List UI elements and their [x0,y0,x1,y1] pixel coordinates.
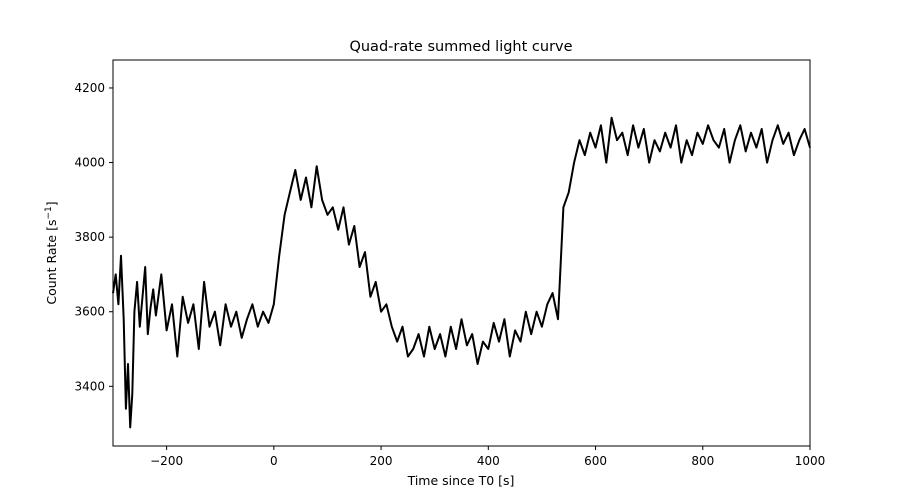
x-tick-label: 0 [270,454,278,468]
y-axis-label-superscript: −1 [44,206,54,219]
x-tick-label: −200 [150,454,183,468]
series-line-0 [112,116,811,429]
y-tick-label: 3600 [74,305,105,319]
chart-title: Quad-rate summed light curve [349,39,572,55]
x-tick-label: 600 [584,454,607,468]
x-tick-label: 800 [691,454,714,468]
y-tick-label: 4200 [74,81,105,95]
y-axis-ticks: 3400 3600 3800 4000 4200 [74,81,113,393]
x-tick-label: 400 [477,454,500,468]
y-axis-label: Count Rate [s−1] [44,201,59,304]
x-axis-ticks: −200 0 200 400 600 800 1000 [150,446,825,468]
y-axis-label-main: Count Rate [s [44,220,59,305]
x-tick-label: 200 [370,454,393,468]
axes-frame [112,59,811,447]
y-axis-label-end: ] [44,201,59,206]
x-tick-label: 1000 [795,454,826,468]
x-axis-label: Time since T0 [s] [407,473,515,488]
y-tick-label: 4000 [74,156,105,170]
plot-area [112,116,811,429]
y-tick-label: 3400 [74,379,105,393]
y-tick-label: 3800 [74,230,105,244]
